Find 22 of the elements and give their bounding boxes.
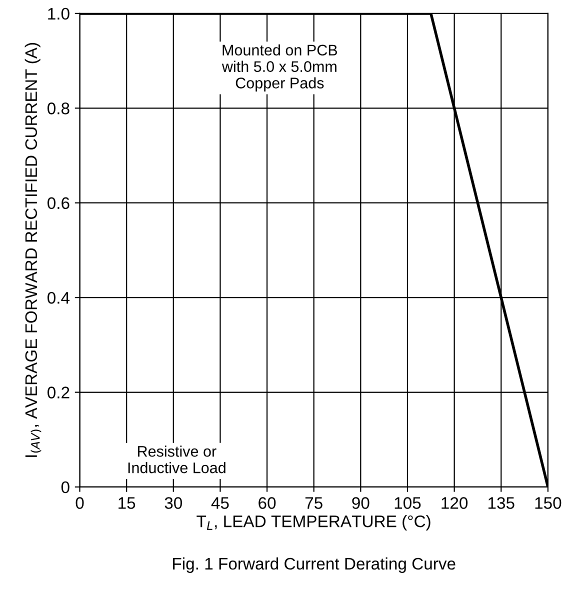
- x-tick-label: 105: [394, 497, 421, 509]
- x-tick-label: 15: [118, 497, 136, 509]
- y-tick-label: 0.6: [48, 197, 70, 210]
- y-tick-label: 0: [61, 481, 70, 494]
- y-tick-label: 0.2: [48, 386, 70, 398]
- y-tick-label: 0.8: [48, 102, 70, 114]
- y-axis-title: I$_{(AV)}$, AVERAGE FORWARD RECTIFIED CURRENT (A): [24, 43, 42, 457]
- x-tick-label: 150: [535, 497, 562, 509]
- annotation: Mounted on PCB with 5.0 x 5.0mm Copper Pads: [222, 44, 338, 92]
- x-tick-label: 135: [488, 497, 514, 509]
- x-tick-label: 60: [258, 497, 276, 509]
- x-tick-label: 120: [442, 497, 468, 509]
- x-tick-label: 0: [76, 497, 84, 509]
- x-tick-label: 45: [211, 497, 229, 509]
- annotation: Resistive or Inductive Load: [128, 446, 226, 474]
- y-tick-label: 0.4: [48, 292, 70, 304]
- y-tick-label: 1.0: [48, 8, 70, 20]
- x-tick-label: 90: [352, 497, 370, 509]
- x-tick-label: 30: [164, 497, 182, 509]
- text: Fig. 1 Forward Current Derating Curve: [173, 557, 456, 573]
- x-tick-label: 75: [305, 497, 322, 509]
- x-axis-title: T$_{L}$, LEAD TEMPERATURE (°C): [196, 515, 430, 531]
